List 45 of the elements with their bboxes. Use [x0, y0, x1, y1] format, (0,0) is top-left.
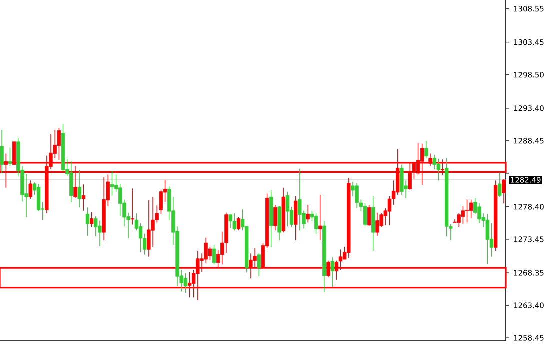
candlestick — [147, 200, 151, 258]
candlestick — [228, 214, 232, 228]
candlestick — [502, 179, 506, 204]
candlestick — [36, 184, 41, 212]
candlestick — [498, 172, 502, 198]
candlestick — [257, 253, 261, 277]
candlestick — [330, 257, 334, 288]
candlestick — [400, 164, 404, 196]
candlestick — [70, 161, 74, 203]
candlestick — [490, 223, 494, 258]
candlestick — [110, 171, 114, 196]
candlestick — [236, 217, 241, 231]
candlestick — [8, 147, 12, 167]
candlestick — [436, 158, 441, 182]
candlestick — [363, 203, 368, 228]
candlestick — [274, 204, 278, 231]
candlestick — [306, 204, 310, 224]
candlestick — [424, 140, 428, 159]
candlestick — [28, 180, 32, 200]
candlestick — [486, 214, 490, 264]
candlestick — [130, 188, 134, 226]
candlestick — [318, 194, 322, 241]
candlestick — [432, 154, 436, 170]
candlestick — [208, 246, 212, 261]
candlestick — [367, 204, 372, 226]
candlestick — [298, 168, 302, 231]
candlestick — [457, 213, 461, 228]
candlestick — [184, 272, 188, 294]
candlestick — [90, 212, 94, 228]
candlestick — [286, 192, 290, 228]
candlestick — [78, 170, 82, 208]
candlestick — [314, 213, 318, 234]
candlestick — [355, 182, 359, 209]
candlestick — [465, 199, 470, 224]
candlestick — [98, 220, 102, 247]
candlestick — [469, 199, 474, 218]
candlestick — [376, 212, 380, 236]
candlestick — [138, 223, 143, 253]
candlestick — [294, 196, 298, 241]
candlestick — [82, 184, 86, 212]
candlestick — [86, 207, 90, 236]
candlestick — [0, 130, 4, 174]
candlestick — [461, 206, 465, 224]
candlestick — [212, 244, 216, 266]
candlestick — [232, 213, 236, 231]
